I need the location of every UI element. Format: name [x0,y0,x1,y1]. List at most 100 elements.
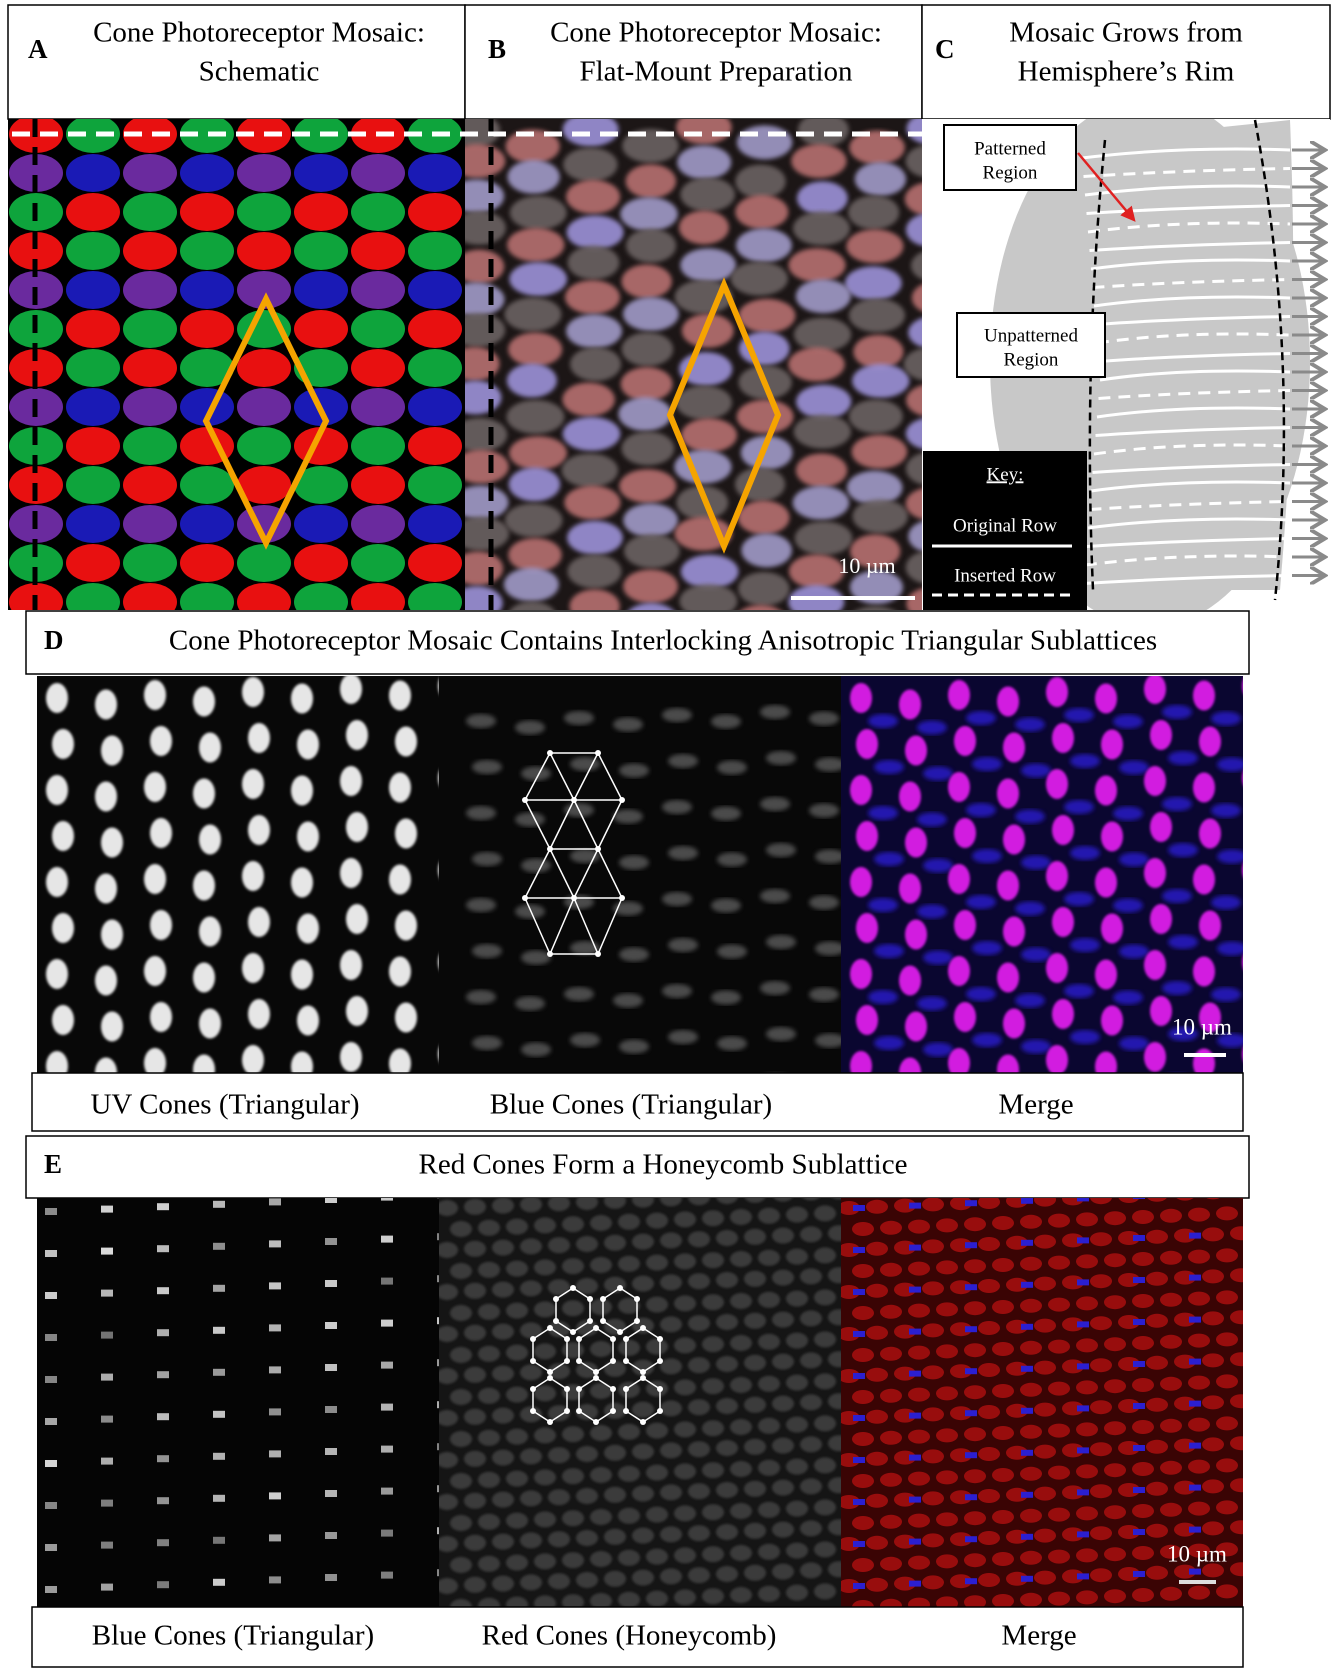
cone [1095,960,1117,990]
cone [899,782,921,812]
cone [381,1320,393,1327]
cone [874,944,904,958]
cone [562,1468,584,1484]
cone [965,1494,977,1500]
cone [688,1525,710,1541]
cone [1150,996,1172,1026]
cone [389,773,411,803]
cone [604,1529,626,1545]
cell [796,453,847,487]
cell [796,279,851,313]
cone [758,1376,780,1392]
cone [674,1421,696,1437]
cone [662,984,692,998]
cone [294,544,348,582]
cone [758,1460,780,1476]
cone [1113,807,1143,821]
cone [866,1200,888,1214]
cone [521,951,551,965]
cone [852,1516,874,1530]
cone [766,751,796,765]
cone [660,1358,682,1374]
cell [618,397,671,431]
cone [909,1245,921,1251]
cone [814,1583,836,1599]
cone [786,1543,808,1559]
cone [1245,1356,1257,1362]
lattice-node [610,1358,616,1364]
lattice-node [547,1369,553,1375]
cell [621,367,673,401]
cone [269,1576,281,1583]
cone [1244,1373,1266,1387]
cone [157,1203,169,1210]
cone [772,1270,794,1286]
lattice-node [623,1358,629,1364]
cone [1211,712,1241,726]
cone [548,1447,570,1463]
cell [507,228,564,262]
cell [681,555,739,589]
cone [760,797,790,811]
scale-bar-label: 10 µm [838,553,895,578]
cone [564,987,594,1001]
cone [436,1452,458,1468]
cone [966,987,996,1001]
cone [1144,858,1166,888]
cone [922,1407,944,1421]
cone [157,1329,169,1336]
cone [618,1214,640,1230]
cone [646,1507,668,1523]
cone [150,1002,172,1032]
cone [853,1205,865,1211]
cell [509,436,567,470]
cone [590,1551,612,1567]
cone [1119,761,1149,775]
lattice-node [564,1336,570,1342]
cone [899,966,921,996]
cone [464,1451,486,1467]
cone [346,812,368,842]
cone [66,388,120,426]
cone [1230,1394,1252,1408]
cone [492,1282,514,1298]
cone [632,1486,654,1502]
cone [716,1566,738,1582]
cone [1133,1571,1145,1577]
cone [909,1203,921,1209]
cone [1021,1040,1051,1054]
cone [866,1452,888,1466]
cone [786,1417,808,1433]
cone [1015,902,1045,916]
cell [848,195,899,229]
cone [506,1387,528,1403]
cone [814,1247,836,1263]
cone [711,715,741,729]
cone [95,690,117,720]
cone [1188,1586,1210,1600]
cone [772,1354,794,1370]
cell [624,534,680,568]
cone [450,1389,472,1405]
cone [922,1281,944,1295]
cone [850,683,872,713]
cone [936,1344,958,1358]
cone [1168,935,1198,949]
cone [660,1484,682,1500]
cone [966,803,996,817]
cone [193,871,215,901]
cone [866,1242,888,1256]
cone [992,1510,1014,1524]
cell [681,418,737,452]
cone [1034,1571,1056,1585]
cone [101,1416,113,1423]
cone [852,1306,874,1320]
cone [1034,1403,1056,1417]
cone [1242,671,1264,701]
cone [954,726,976,756]
cone [662,892,692,906]
cell [849,399,903,433]
cone [1133,1277,1145,1283]
cone [1077,1447,1089,1453]
cone [1211,804,1241,818]
